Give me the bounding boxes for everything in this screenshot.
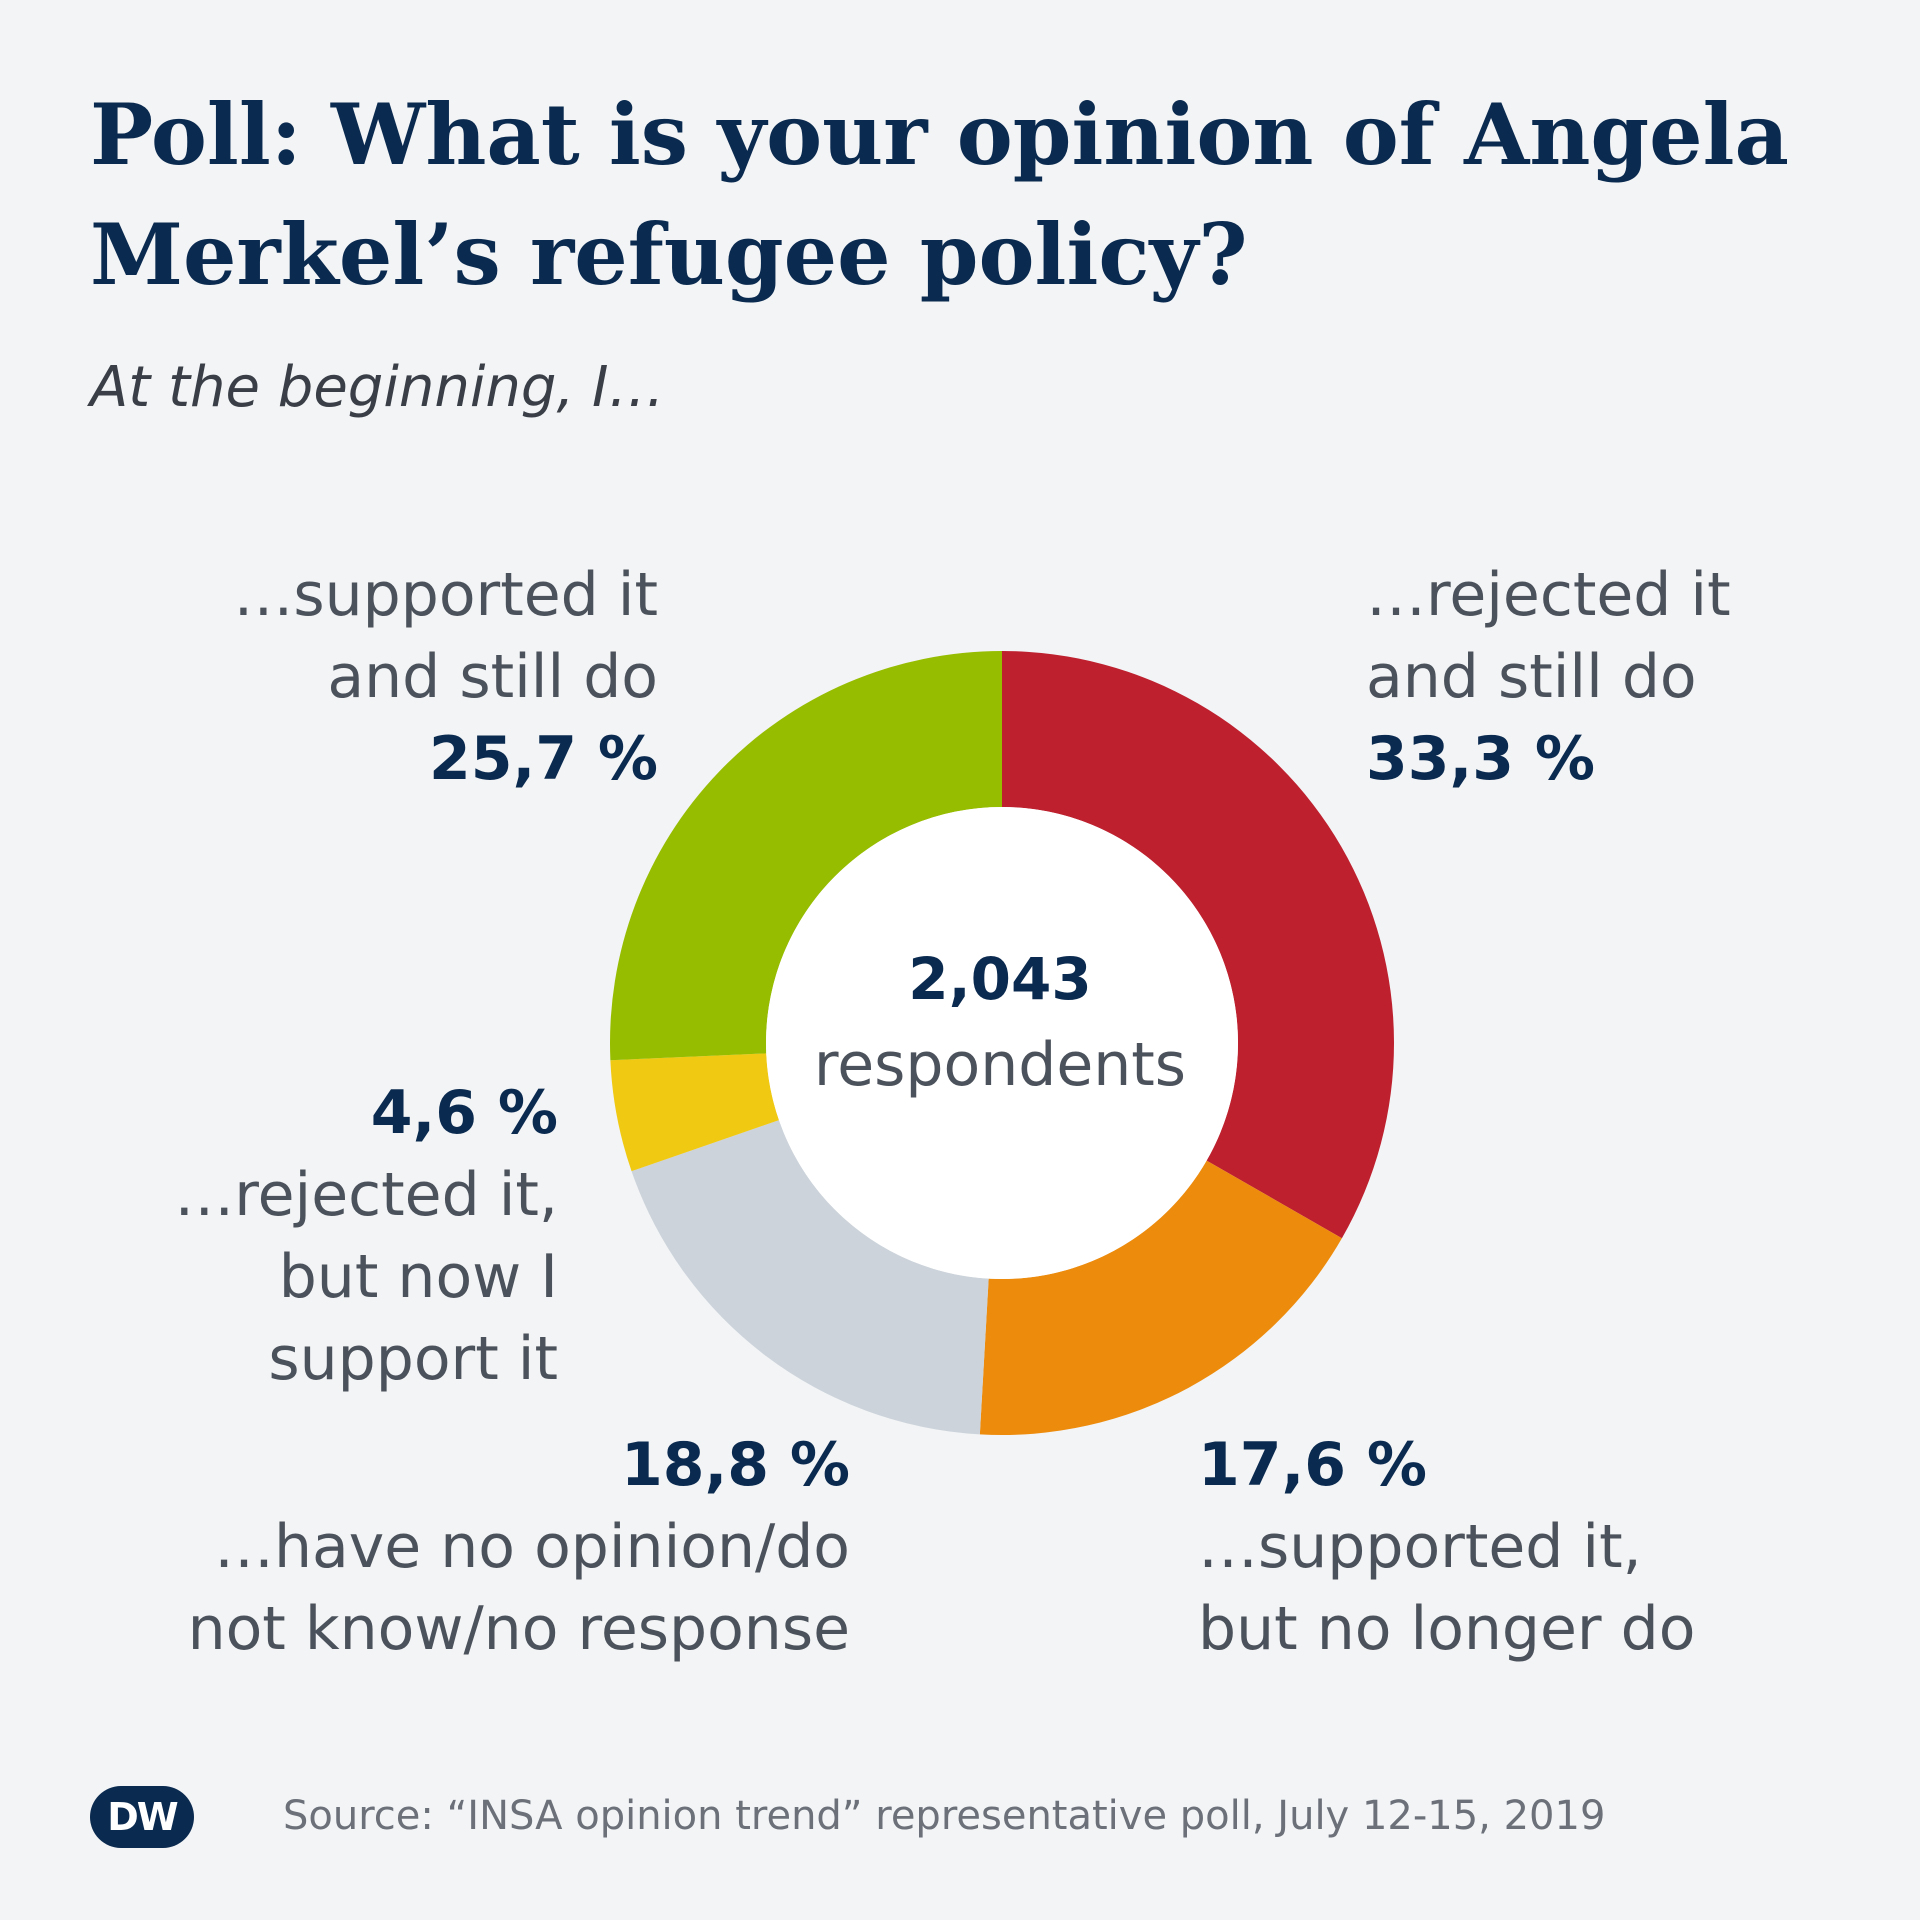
slice-label-text: not know/no response <box>187 1594 850 1664</box>
slice-label-supported-no-longer: 17,6 % …supported it, but no longer do <box>1198 1424 1695 1670</box>
slice-percent: 25,7 % <box>428 724 658 794</box>
slice-percent: 4,6 % <box>370 1078 558 1148</box>
slice-label-no-opinion: 18,8 % …have no opinion/do not know/no r… <box>188 1424 850 1670</box>
slice-percent: 18,8 % <box>620 1430 850 1500</box>
slice-label-rejected-now-support: 4,6 % …rejected it, but now I support it <box>174 1072 558 1400</box>
slice-label-text: …supported it, <box>1198 1512 1642 1582</box>
slice-label-text: and still do <box>327 642 658 712</box>
donut-slice-supported-still <box>609 650 1002 1061</box>
chart-title: Poll: What is your opinion of Angela Mer… <box>90 85 1789 304</box>
slice-label-rejected-still: …rejected it and still do 33,3 % <box>1366 554 1731 800</box>
slice-label-text: and still do <box>1366 642 1697 712</box>
donut-hole <box>766 807 1238 1279</box>
slice-label-text: …supported it <box>233 560 658 630</box>
slice-percent: 17,6 % <box>1198 1430 1428 1500</box>
slice-label-text: …rejected it <box>1366 560 1731 630</box>
donut-slice-supported-no-longer <box>979 1160 1342 1435</box>
slice-label-text: but now I <box>278 1242 558 1312</box>
donut-slice-rejected-still <box>1002 651 1395 1239</box>
source-note: Source: “INSA opinion trend” representat… <box>283 1793 1606 1839</box>
slice-label-text: …rejected it, <box>174 1160 558 1230</box>
slice-percent: 33,3 % <box>1366 724 1596 794</box>
respondent-label: respondents <box>813 1030 1187 1100</box>
respondent-count: 2,043 <box>908 945 1092 1013</box>
slice-label-text: but no longer do <box>1198 1594 1696 1664</box>
slice-label-text: …have no opinion/do <box>213 1512 850 1582</box>
donut-slice-no-opinion <box>631 1120 989 1435</box>
dw-logo: DW <box>90 1786 194 1848</box>
chart-subtitle: At the beginning, I… <box>90 355 665 420</box>
donut-slice-rejected-now-support <box>610 1053 779 1172</box>
slice-label-supported-still: …supported it and still do 25,7 % <box>233 554 658 800</box>
slice-label-text: support it <box>268 1324 558 1394</box>
